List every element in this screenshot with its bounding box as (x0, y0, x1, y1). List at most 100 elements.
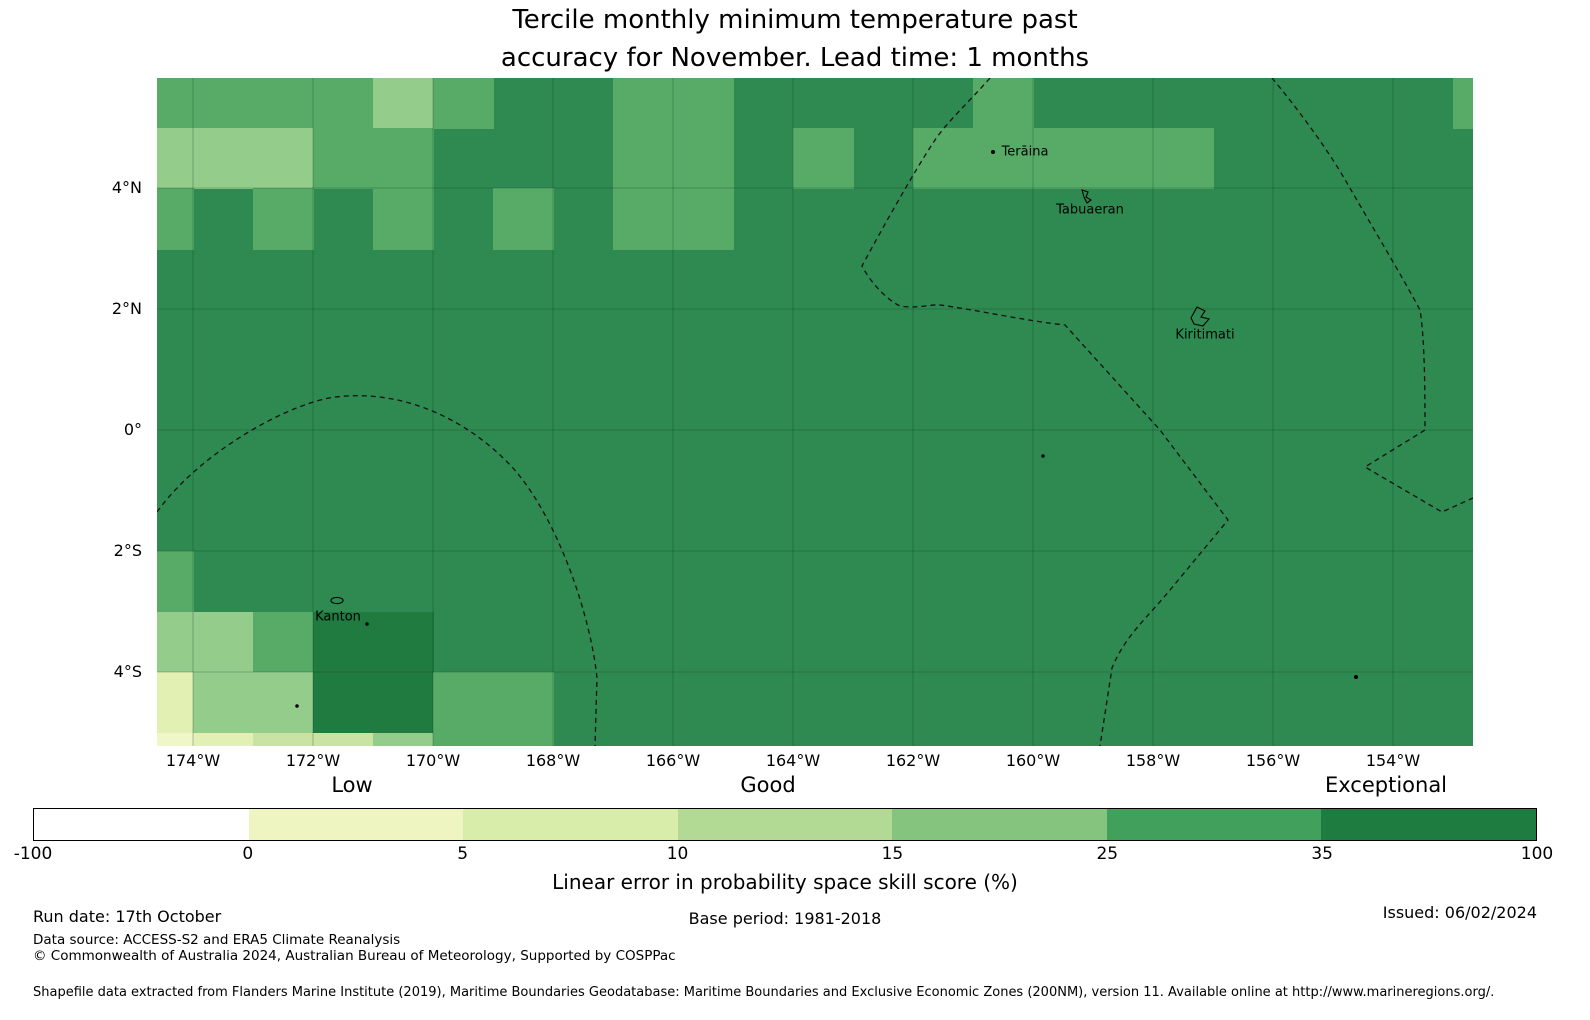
skill-cell (433, 78, 494, 129)
colorbar-segment (34, 809, 249, 840)
island-name-label: Kiritimati (1175, 327, 1235, 343)
colorbar-segment (463, 809, 678, 840)
colorbar-segment (248, 809, 464, 840)
island-name-label: Kanton (315, 609, 361, 625)
lat-tick-label: 0° (123, 420, 142, 439)
skill-cell (253, 672, 314, 734)
skill-cell (1033, 127, 1094, 189)
skill-cell (313, 127, 374, 189)
skill-cell (157, 551, 194, 613)
lon-tick-label: 162°W (885, 751, 941, 770)
skill-cell (373, 127, 434, 189)
skill-raster (157, 78, 1473, 746)
colorbar-ticks: -100 0 5 10 15 25 35 100 (14, 844, 1554, 866)
chart-title: Tercile monthly minimum temperature past… (0, 1, 1590, 77)
skill-cell (613, 127, 674, 189)
lon-tick-label: 154°W (1365, 751, 1421, 770)
graticule-gridlines (157, 78, 1473, 746)
skill-cell (193, 611, 254, 673)
skill-cell (613, 78, 674, 129)
lon-tick-label: 158°W (1125, 751, 1181, 770)
colorbar-tick-label: 5 (457, 844, 469, 864)
lat-tick-label: 2°N (111, 299, 142, 318)
map-panel: Terāina Tabuaeran Kiritimati Kanton (157, 78, 1473, 746)
skill-cell (313, 672, 374, 734)
skill-cell (313, 78, 374, 129)
longitude-axis: 174°W 172°W 170°W 168°W 166°W 164°W 162°W 160°W… (0, 751, 1590, 775)
skill-cell (193, 672, 254, 734)
colorbar-segment (1321, 809, 1537, 840)
lon-tick-label: 168°W (525, 751, 581, 770)
skill-cell (433, 732, 494, 746)
skill-cell (253, 127, 314, 189)
kanton-island (330, 596, 344, 605)
skill-cell (193, 732, 254, 746)
data-source-text: Data source: ACCESS-S2 and ERA5 Climate … (33, 932, 401, 948)
chart-title-line2: accuracy for November. Lead time: 1 mont… (500, 43, 1090, 73)
tabuaeran-island (1081, 189, 1092, 204)
skill-cell (193, 127, 254, 189)
skill-cell (793, 127, 854, 189)
skill-category-labels: Low Good Exceptional (0, 773, 1590, 801)
skill-cell (157, 188, 194, 250)
eez-boundary-west (157, 395, 598, 746)
latitude-axis: 4°N 2°N 0° 2°S 4°S (0, 78, 146, 746)
skill-cell (493, 732, 554, 746)
skill-cell (313, 611, 374, 673)
islet-mid (1041, 454, 1045, 458)
colorbar-tick-label: 15 (881, 844, 904, 864)
skill-cell (157, 672, 194, 734)
skill-cell (973, 127, 1034, 189)
skill-cell (613, 188, 674, 250)
colorbar-tick-label: 100 (1520, 844, 1554, 864)
skill-cell (157, 78, 194, 129)
base-period-text: Base period: 1981-2018 (688, 909, 882, 928)
shapefile-attribution-text: Shapefile data extracted from Flanders M… (33, 985, 1495, 1000)
eez-boundary-line-islands (861, 78, 1229, 746)
kiritimati-island (1190, 306, 1210, 327)
skill-cell (1153, 127, 1214, 189)
run-date-text: Run date: 17th October (33, 907, 222, 926)
skill-category-label: Good (740, 773, 796, 797)
colorbar-tick-label: 35 (1311, 844, 1333, 864)
skill-cell (373, 78, 434, 129)
islet-southeast (1353, 674, 1359, 680)
skill-cell (253, 188, 314, 250)
chart-title-line1: Tercile monthly minimum temperature past (512, 5, 1078, 35)
teraina-island (990, 149, 996, 155)
skill-cell (373, 611, 434, 673)
colorbar-segment (677, 809, 893, 840)
lat-tick-label: 4°N (111, 178, 142, 197)
lon-tick-label: 172°W (285, 751, 341, 770)
skill-cell (157, 127, 194, 189)
skill-cell (913, 127, 974, 189)
skill-cell (253, 611, 314, 673)
skill-cell (157, 611, 194, 673)
skill-cell (673, 78, 734, 129)
eez-boundary-east (1271, 78, 1473, 513)
skill-cell (373, 672, 434, 734)
colorbar-tick-label: 25 (1096, 844, 1119, 864)
skill-cell (1453, 78, 1473, 129)
lon-tick-label: 156°W (1245, 751, 1301, 770)
skill-cell (193, 78, 254, 129)
skill-cell (1093, 127, 1154, 189)
lat-tick-label: 4°S (113, 662, 142, 681)
skill-cell (673, 127, 734, 189)
lon-tick-label: 160°W (1005, 751, 1061, 770)
skill-cell (313, 732, 374, 746)
colorbar-tick-label: 0 (242, 844, 254, 864)
issued-date-text: Issued: 06/02/2024 (1382, 903, 1537, 922)
island-outlines (295, 149, 1359, 708)
lon-tick-label: 166°W (645, 751, 701, 770)
colorbar-label: Linear error in probability space skill … (552, 870, 1018, 894)
colorbar (33, 808, 1537, 841)
skill-category-label: Low (331, 773, 373, 797)
lon-tick-label: 170°W (405, 751, 461, 770)
islet-south-1 (365, 622, 369, 626)
island-name-label: Terāina (1001, 144, 1049, 160)
skill-category-label: Exceptional (1324, 773, 1448, 797)
copyright-text: © Commonwealth of Australia 2024, Austra… (33, 948, 676, 964)
skill-cell (373, 732, 434, 746)
